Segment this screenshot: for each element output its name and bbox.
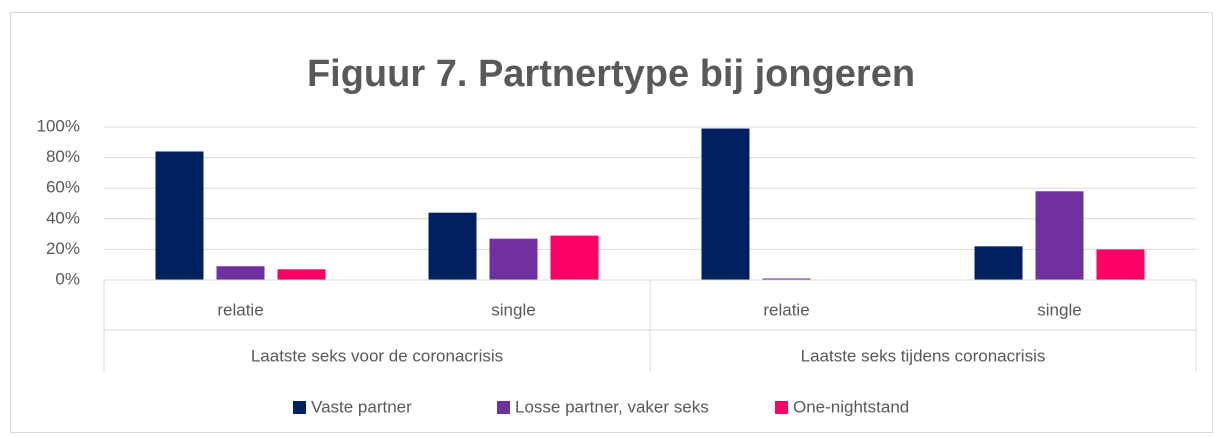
legend-label: Losse partner, vaker seks [515, 397, 709, 416]
bar [489, 238, 538, 280]
y-tick-label: 40% [46, 208, 80, 227]
legend-swatch [497, 401, 510, 414]
y-tick-label: 100% [37, 116, 80, 135]
bar [974, 246, 1023, 280]
y-tick-label: 0% [55, 269, 80, 288]
chart-border [10, 12, 1213, 433]
bar [762, 278, 811, 280]
bar [701, 128, 750, 280]
bar [550, 235, 599, 280]
x-tick-label: relatie [763, 300, 809, 319]
legend-swatch [293, 401, 306, 414]
bar [1096, 249, 1145, 280]
legend-swatch [775, 401, 788, 414]
legend-label: Vaste partner [311, 397, 412, 416]
bar [1035, 191, 1084, 280]
y-tick-label: 20% [46, 239, 80, 258]
y-tick-label: 60% [46, 178, 80, 197]
group-label: Laatste seks voor de coronacrisis [251, 346, 503, 365]
x-tick-label: relatie [217, 300, 263, 319]
x-tick-label: single [491, 300, 535, 319]
group-label: Laatste seks tijdens coronacrisis [801, 346, 1046, 365]
bar [155, 151, 204, 280]
bar [428, 212, 477, 280]
bar [277, 269, 326, 280]
legend-label: One-nightstand [793, 397, 909, 416]
x-tick-label: single [1037, 300, 1081, 319]
y-tick-label: 80% [46, 147, 80, 166]
bar [216, 266, 265, 280]
chart-title: Figuur 7. Partnertype bij jongeren [307, 53, 915, 95]
